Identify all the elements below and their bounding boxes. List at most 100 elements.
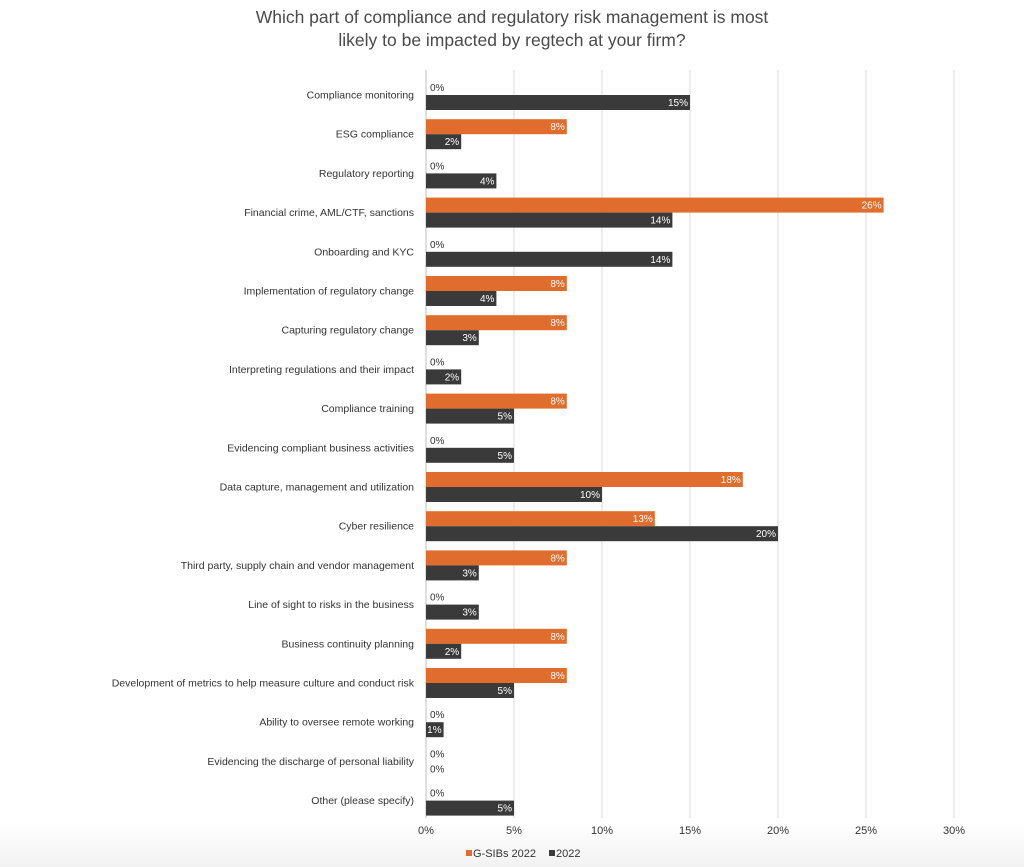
data-label: 8%	[550, 318, 565, 329]
bottom-shade	[0, 822, 1024, 867]
bar-2022	[426, 683, 514, 698]
category-label: Ability to oversee remote working	[259, 717, 414, 729]
data-label: 26%	[862, 201, 882, 212]
data-label: 4%	[480, 176, 495, 187]
data-label: 1%	[427, 725, 442, 736]
x-tick-label: 5%	[506, 825, 522, 837]
bar-gsibs-2022	[426, 472, 743, 487]
bar-gsibs-2022	[426, 628, 567, 644]
legend-swatch-2022	[549, 850, 555, 856]
category-label: Cyber resilience	[339, 521, 414, 533]
data-label: 8%	[550, 397, 565, 408]
data-label: 0%	[430, 710, 445, 721]
category-label: Capturing regulatory change	[281, 325, 414, 337]
category-label: Other (please specify)	[311, 795, 414, 807]
data-label: 0%	[430, 161, 445, 172]
data-label: 8%	[550, 122, 565, 133]
data-label: 0%	[430, 357, 445, 368]
data-label: 10%	[580, 490, 600, 501]
bar-gsibs-2022	[426, 276, 567, 291]
chart-title-line-2: likely to be impacted by regtech at your…	[338, 30, 686, 50]
data-label: 0%	[430, 593, 445, 604]
data-label: 2%	[445, 137, 460, 148]
bar-gsibs-2022	[426, 511, 655, 527]
data-label: 0%	[430, 764, 445, 775]
category-label: Regulatory reporting	[319, 168, 414, 180]
x-tick-label: 0%	[418, 825, 434, 837]
category-label: Development of metrics to help measure c…	[112, 678, 415, 690]
x-axis-tick-labels: 0% 5% 10% 15% 20% 25% 30%	[418, 825, 965, 837]
data-label: 18%	[721, 475, 741, 486]
bar-gsibs-2022	[426, 119, 567, 135]
x-tick-label: 15%	[679, 825, 701, 837]
bar-2022	[426, 95, 690, 110]
bar-2022	[426, 604, 479, 620]
data-label: 14%	[650, 216, 670, 227]
data-label: 8%	[550, 671, 565, 682]
data-label: 2%	[445, 647, 460, 658]
category-label: Third party, supply chain and vendor man…	[181, 560, 414, 572]
category-labels: Compliance monitoring ESG compliance Regul…	[112, 90, 415, 808]
legend-label-2022: 2022	[556, 848, 580, 860]
category-label: Implementation of regulatory change	[244, 286, 415, 298]
data-label: 2%	[445, 372, 460, 383]
data-label: 13%	[633, 514, 653, 525]
category-label: Data capture, management and utilization	[220, 482, 415, 494]
data-label: 5%	[498, 451, 513, 462]
data-label: 0%	[430, 749, 445, 760]
data-label: 0%	[430, 83, 445, 94]
bar-gsibs-2022	[426, 550, 567, 566]
chart-title-line-1: Which part of compliance and regulatory …	[255, 7, 769, 27]
legend-label-gsibs-2022: G-SIBs 2022	[473, 848, 536, 860]
data-label: 3%	[462, 333, 477, 344]
category-label: Compliance monitoring	[307, 90, 415, 102]
x-tick-label: 10%	[591, 825, 613, 837]
data-label: 5%	[498, 686, 513, 697]
data-label: 8%	[550, 553, 565, 564]
bar-2022	[426, 447, 514, 463]
category-label: Evidencing the discharge of personal lia…	[207, 756, 414, 768]
bar-2022	[426, 487, 602, 502]
data-label: 14%	[650, 255, 670, 266]
bar-2022	[426, 526, 778, 542]
bar-gsibs-2022	[426, 393, 567, 409]
data-label: 8%	[550, 632, 565, 643]
bar-2022	[426, 369, 462, 385]
category-label: Line of sight to risks in the business	[248, 599, 414, 611]
data-label: 5%	[498, 412, 513, 423]
bar-2022	[426, 134, 462, 150]
x-tick-label: 30%	[943, 825, 965, 837]
category-label: ESG compliance	[336, 129, 414, 141]
bars: 0%15%8%2%0%4%26%14%0%14%8%4%8%3%0%2%8%5%…	[426, 83, 884, 816]
bar-2022	[426, 722, 444, 738]
data-label: 20%	[756, 529, 776, 540]
data-label: 5%	[498, 804, 513, 815]
bar-2022	[426, 212, 673, 228]
bar-2022	[426, 565, 479, 581]
bar-2022	[426, 291, 497, 306]
x-tick-label: 20%	[767, 825, 789, 837]
chart-title: Which part of compliance and regulatory …	[0, 6, 1024, 52]
data-label: 4%	[480, 294, 495, 305]
bar-gsibs-2022	[426, 315, 567, 331]
bar-gsibs-2022	[426, 197, 884, 213]
category-label: Business continuity planning	[281, 638, 414, 650]
bar-gsibs-2022	[426, 668, 567, 683]
category-label: Evidencing compliant business activities	[227, 442, 414, 454]
data-label: 3%	[462, 568, 477, 579]
bar-2022	[426, 643, 462, 659]
bar-2022	[426, 408, 514, 424]
data-label: 0%	[430, 789, 445, 800]
bar-2022	[426, 251, 673, 267]
data-label: 0%	[430, 240, 445, 251]
bar-2022	[426, 173, 497, 189]
data-label: 8%	[550, 279, 565, 290]
bar-2022	[426, 800, 514, 816]
category-label: Interpreting regulations and their impac…	[229, 364, 414, 376]
data-label: 3%	[462, 608, 477, 619]
data-label: 0%	[430, 436, 445, 447]
category-label: Financial crime, AML/CTF, sanctions	[244, 207, 414, 219]
gridlines	[425, 70, 955, 818]
category-label: Compliance training	[321, 403, 414, 415]
